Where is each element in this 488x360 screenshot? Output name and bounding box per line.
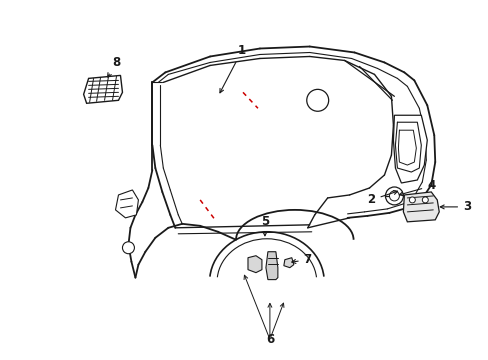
- Circle shape: [422, 197, 427, 203]
- Polygon shape: [403, 192, 438, 222]
- Text: 2: 2: [366, 190, 397, 206]
- Circle shape: [388, 191, 399, 201]
- Text: 4: 4: [399, 180, 434, 196]
- Polygon shape: [247, 256, 262, 273]
- Circle shape: [306, 89, 328, 111]
- Text: 8: 8: [107, 56, 121, 77]
- Text: 6: 6: [265, 333, 273, 346]
- Polygon shape: [83, 75, 122, 103]
- Text: 5: 5: [260, 215, 268, 236]
- Polygon shape: [283, 258, 293, 268]
- Text: 3: 3: [439, 201, 470, 213]
- Circle shape: [122, 242, 134, 254]
- Polygon shape: [393, 115, 427, 183]
- Polygon shape: [265, 252, 277, 280]
- Circle shape: [408, 197, 414, 203]
- Circle shape: [385, 187, 403, 205]
- Text: 1: 1: [220, 44, 245, 93]
- Polygon shape: [115, 190, 138, 218]
- Text: 7: 7: [291, 253, 311, 266]
